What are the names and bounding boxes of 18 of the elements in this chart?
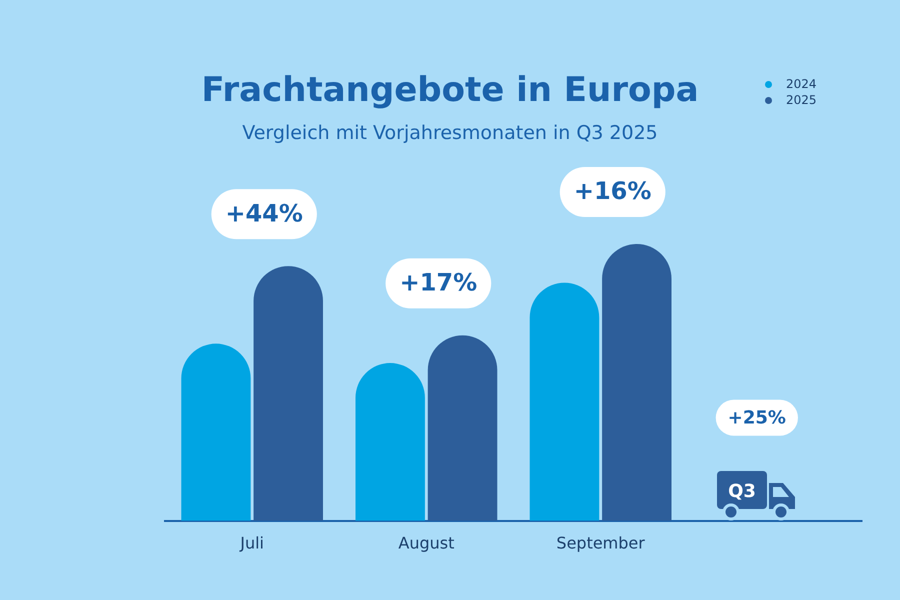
bar (602, 244, 672, 521)
legend-label: 2025 (786, 93, 817, 107)
x-tick-label: August (398, 534, 454, 553)
x-tick-label: Juli (239, 534, 264, 553)
text: +44% (225, 199, 303, 228)
legend-label: 2024 (786, 77, 817, 91)
bar (254, 266, 323, 521)
annotation: +17% (400, 268, 478, 297)
text: +16% (574, 177, 652, 206)
chart-title: Frachtangebote in Europa (201, 70, 699, 110)
bar (356, 363, 425, 521)
bar (428, 335, 498, 521)
annotation: Q3 (728, 480, 756, 502)
chart-subtitle: Vergleich mit Vorjahresmonaten in Q3 2025 (241, 122, 659, 144)
x-tick-label: September (556, 534, 646, 553)
bar (530, 282, 600, 521)
bar (181, 344, 251, 521)
annotation: +25% (728, 407, 786, 428)
